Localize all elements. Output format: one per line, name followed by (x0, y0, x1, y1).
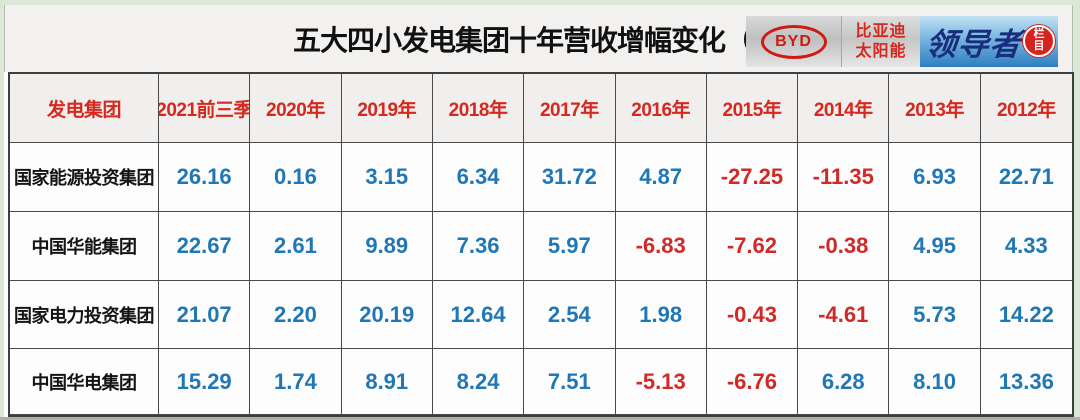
table-cell: 8.10 (889, 349, 981, 415)
column-badge: 栏 目 (1023, 25, 1055, 57)
table-cell: 15.29 (159, 349, 251, 415)
table-cell: 2.61 (250, 212, 342, 281)
table-cell: 9.89 (341, 212, 433, 281)
table-cell: -5.13 (615, 349, 707, 415)
table-cell: 2.20 (250, 281, 342, 349)
column-header: 2018年 (432, 74, 525, 143)
screenshot-edge-right (1073, 0, 1080, 420)
table-cell: 8.91 (341, 349, 433, 415)
screenshot-edge-top (0, 0, 1080, 5)
table-cell: 4.95 (889, 212, 981, 281)
byd-logo: BYD (746, 16, 842, 67)
table-cell: -0.43 (706, 281, 799, 349)
table-cell: 12.64 (432, 281, 525, 349)
table-cell: 2.54 (524, 281, 616, 349)
table-cell: -11.35 (798, 143, 890, 212)
badge-line2: 目 (1033, 40, 1045, 52)
table-cell: 20.19 (341, 281, 433, 349)
column-header: 2017年 (524, 74, 616, 143)
column-header: 2019年 (341, 74, 433, 143)
badge-line1: 栏 (1033, 28, 1045, 41)
table-cell: 7.51 (524, 349, 616, 415)
column-header: 2016年 (615, 74, 707, 143)
table-cell: 22.71 (980, 143, 1072, 212)
table-cell: 6.28 (798, 349, 890, 415)
byd-subtitle: 比亚迪 太阳能 (842, 16, 920, 67)
brand-logo-block: BYD 比亚迪 太阳能 领导者 栏 目 (746, 16, 1058, 67)
table-cell: 1.98 (615, 281, 707, 349)
table-cell: -0.38 (798, 212, 890, 281)
table-cell: -6.76 (706, 349, 799, 415)
revenue-growth-table: 发电集团 2021前三季 2020年 2019年 2018年 2017年 201… (8, 72, 1074, 417)
table-cell: 7.36 (432, 212, 525, 281)
title-text: 五大四小发电集团十年营收增幅变化 (293, 24, 726, 56)
table-cell: -4.61 (798, 281, 890, 349)
row-name: 国家能源投资集团 (10, 143, 159, 212)
column-header: 2015年 (706, 74, 799, 143)
table-cell: 6.34 (432, 143, 525, 212)
column-header: 2021前三季 (159, 74, 251, 143)
table-cell: -27.25 (706, 143, 799, 212)
column-header: 2014年 (798, 74, 890, 143)
title-bar: 五大四小发电集团十年营收增幅变化（%） BYD 比亚迪 太阳能 领导者 栏 目 (4, 5, 1073, 72)
table-cell: 4.33 (980, 212, 1072, 281)
screenshot-edge-left (0, 0, 4, 420)
table-cell: 3.15 (341, 143, 433, 212)
row-name: 国家电力投资集团 (10, 281, 159, 349)
page-title: 五大四小发电集团十年营收增幅变化（%） (293, 5, 808, 72)
row-name: 中国华能集团 (10, 212, 159, 281)
table-cell: 5.73 (889, 281, 981, 349)
table-cell: 13.36 (980, 349, 1072, 415)
table-cell: 0.16 (250, 143, 342, 212)
byd-logo-text: BYD (775, 32, 812, 50)
byd-subtitle-line2: 太阳能 (855, 42, 907, 60)
leader-banner: 领导者 栏 目 (920, 16, 1058, 67)
column-header: 2012年 (980, 74, 1072, 143)
column-header: 2013年 (889, 74, 981, 143)
table-cell: 21.07 (159, 281, 251, 349)
table-cell: -6.83 (615, 212, 707, 281)
table-cell: 31.72 (524, 143, 616, 212)
table-cell: 26.16 (159, 143, 251, 212)
table-cell: 14.22 (980, 281, 1072, 349)
table-cell: -7.62 (706, 212, 799, 281)
screenshot-edge-bottom (0, 417, 1080, 420)
table-cell: 8.24 (432, 349, 525, 415)
table-cell: 5.97 (524, 212, 616, 281)
column-header: 发电集团 (10, 74, 159, 143)
byd-oval-icon: BYD (760, 24, 827, 59)
table-cell: 4.87 (615, 143, 707, 212)
column-header: 2020年 (250, 74, 342, 143)
leader-calligraphy: 领导者 (923, 27, 1024, 63)
table-cell: 1.74 (250, 349, 342, 415)
table-cell: 6.93 (889, 143, 981, 212)
row-name: 中国华电集团 (10, 349, 159, 415)
byd-subtitle-line1: 比亚迪 (855, 23, 907, 41)
table-cell: 22.67 (159, 212, 251, 281)
